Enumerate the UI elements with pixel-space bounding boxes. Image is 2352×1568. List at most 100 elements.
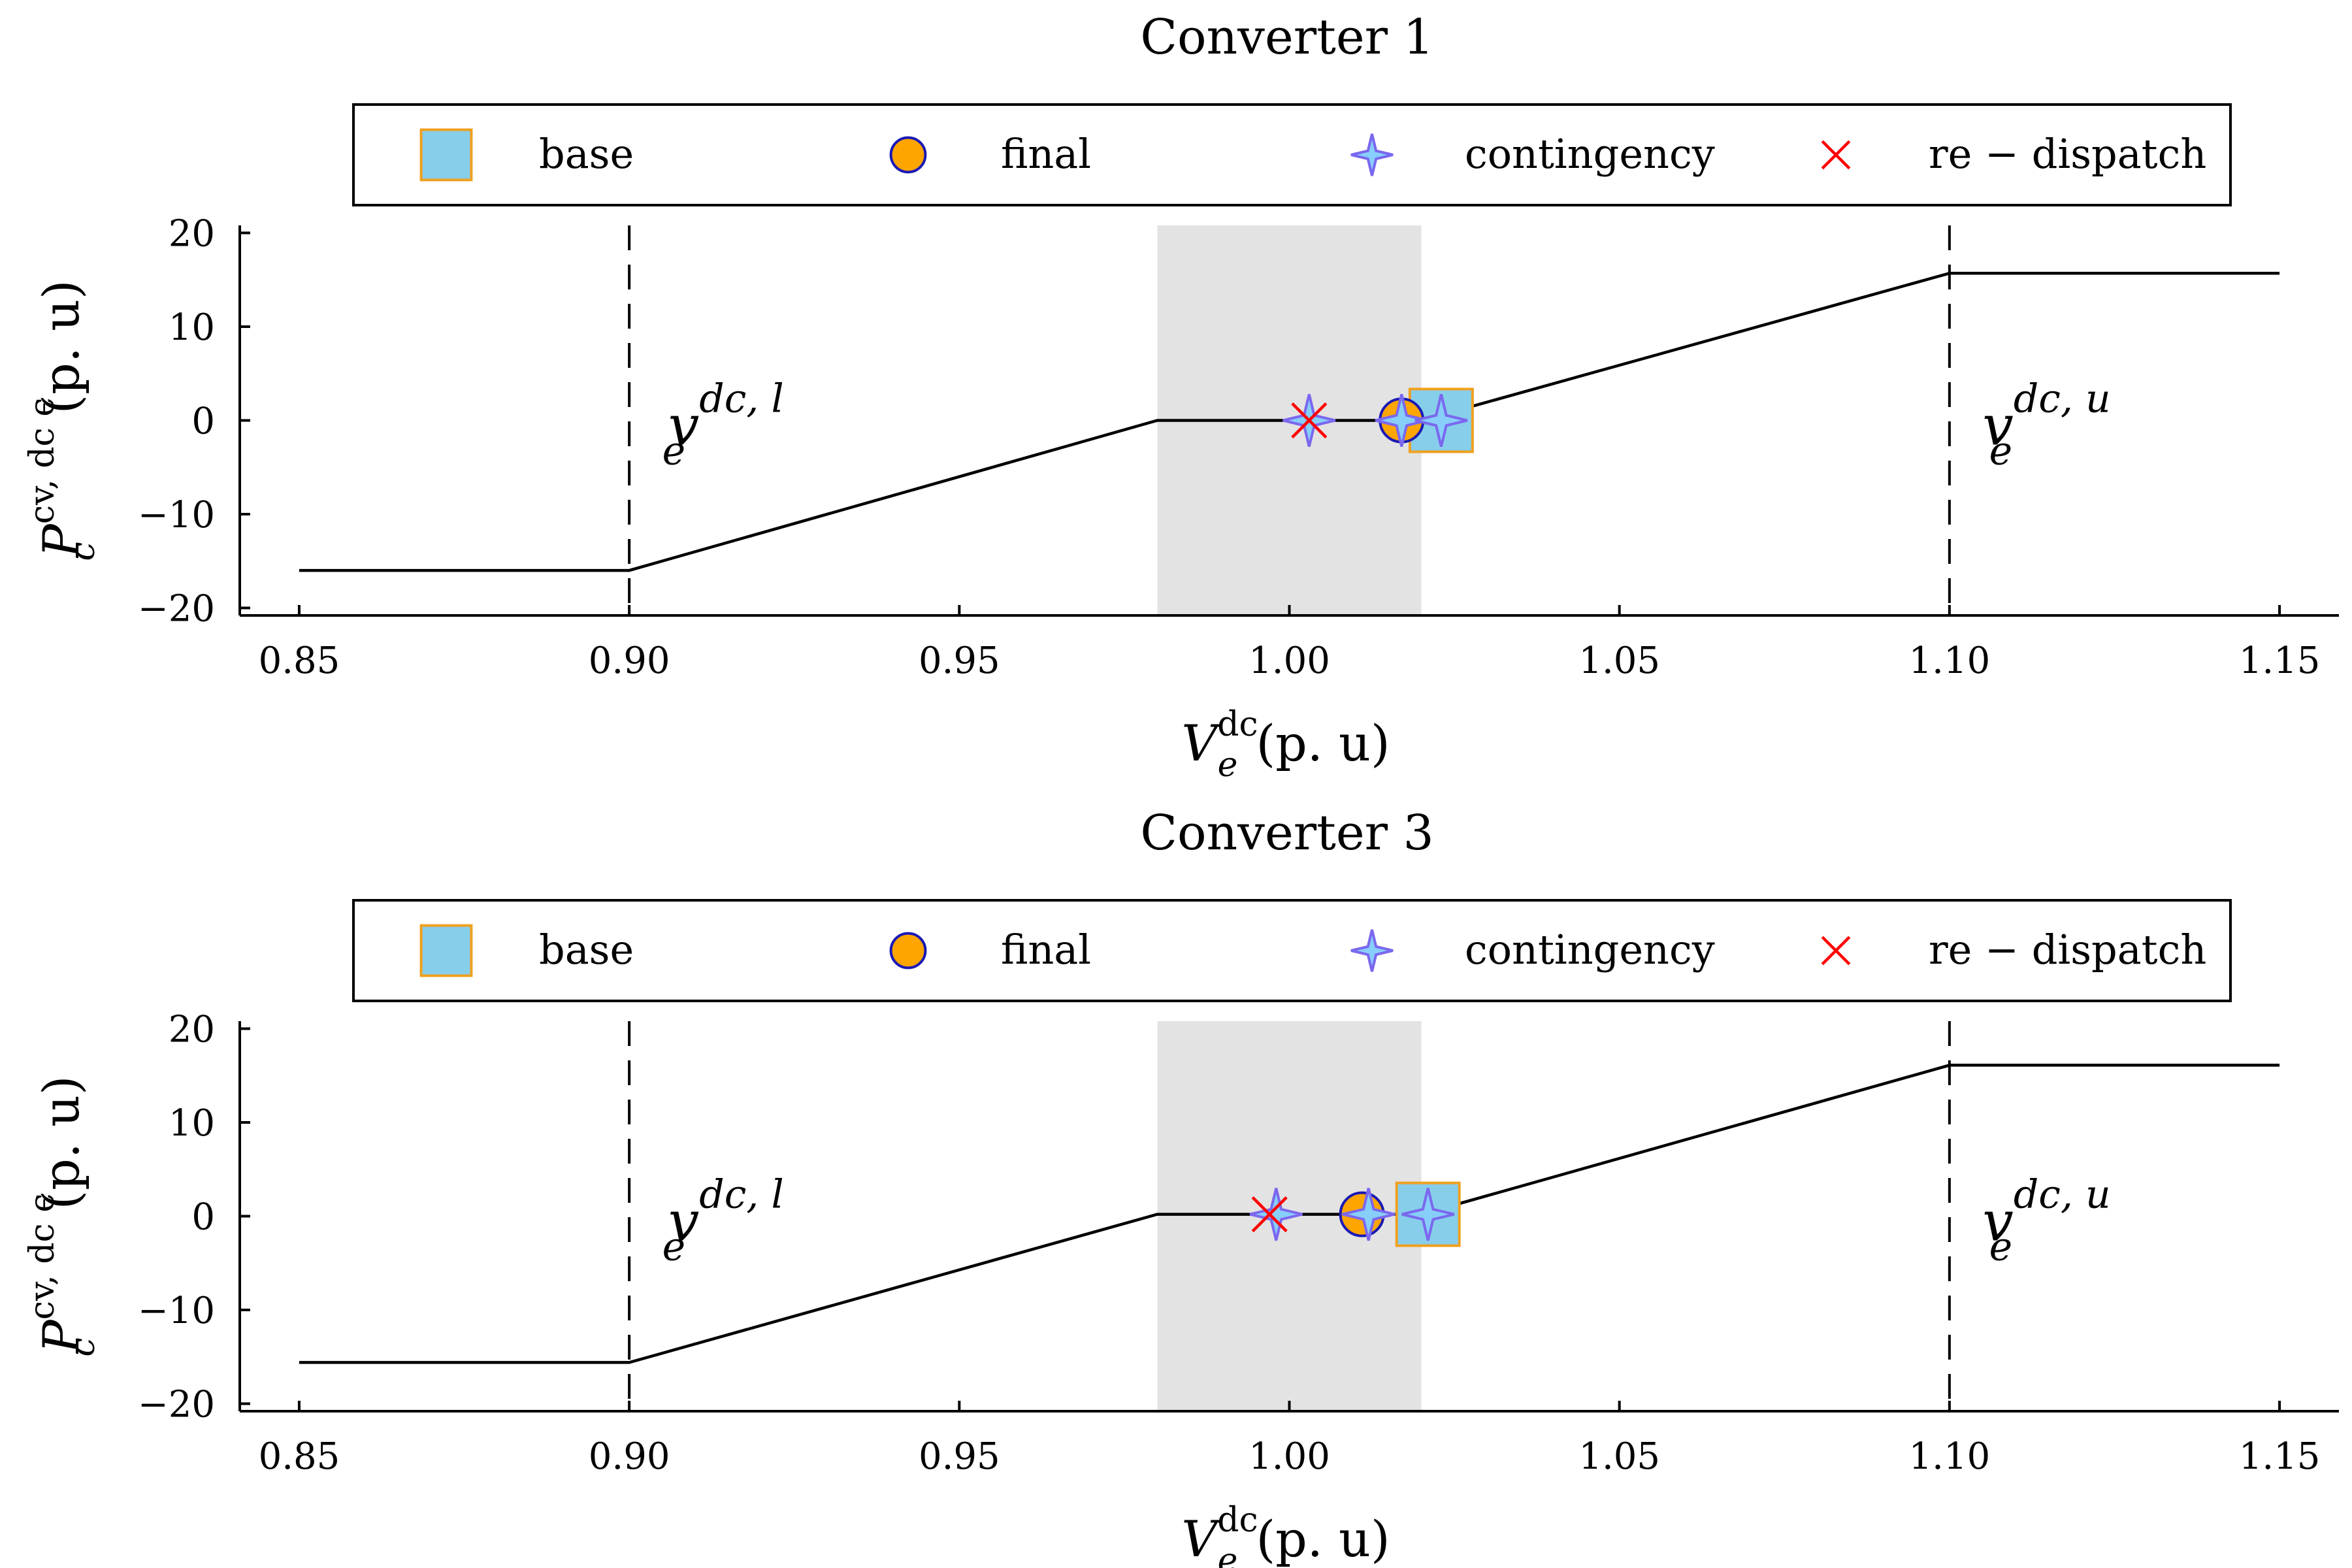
annotation-sub: e bbox=[1989, 429, 2013, 474]
legend-marker-contingency bbox=[1350, 133, 1394, 176]
x-axis-label-unit: (p. u) bbox=[1256, 714, 1390, 772]
annotation-main: v bbox=[1982, 1190, 2013, 1254]
point-contingency bbox=[1375, 394, 1428, 447]
annotation-sup: dc, l bbox=[699, 1172, 783, 1218]
legend-item-base: base bbox=[419, 924, 634, 977]
legend-item-contingency: contingency bbox=[1350, 130, 1715, 178]
annotation-sub: e bbox=[662, 429, 686, 474]
point-redispatch bbox=[1251, 1196, 1288, 1233]
chart-panel-2: Converter 3 base final contingency re − disp… bbox=[23, 805, 2339, 1568]
point-contingency bbox=[1249, 1188, 1303, 1241]
legend-label-base: base bbox=[539, 130, 634, 178]
legend: base final contingency re − dispatch bbox=[352, 899, 2232, 1002]
y-axis-label-sub: c bbox=[63, 542, 103, 561]
y-axis-label-sup: cv, dc ϵ bbox=[23, 1194, 62, 1320]
annotation-sub: e bbox=[1989, 1224, 2013, 1270]
legend-label-base: base bbox=[539, 926, 634, 973]
x-tick-label: 1.15 bbox=[2239, 1435, 2321, 1478]
x-tick-label: 0.95 bbox=[919, 640, 1000, 682]
legend-item-redispatch: re − dispatch bbox=[1821, 130, 2206, 178]
x-tick-label: 0.85 bbox=[259, 1435, 340, 1478]
y-axis-label-unit: (p. u) bbox=[32, 280, 90, 414]
annotation-1: vdc, l e bbox=[662, 1172, 784, 1270]
legend-marker-redispatch bbox=[1821, 140, 1851, 170]
y-axis-label-sup: cv, dc ϵ bbox=[23, 398, 62, 524]
legend-box bbox=[352, 103, 2232, 206]
legend-label-contingency: contingency bbox=[1465, 130, 1715, 178]
point-contingency bbox=[1342, 1188, 1396, 1241]
y-axis-label-unit: (p. u) bbox=[32, 1075, 90, 1209]
x-axis-label-main: V bbox=[1181, 714, 1222, 772]
legend-marker-final bbox=[889, 136, 927, 174]
legend-marker-final bbox=[889, 932, 927, 970]
legend-label-contingency: contingency bbox=[1465, 926, 1715, 973]
legend-marker-base bbox=[419, 128, 473, 182]
annotation-sup: dc, u bbox=[2014, 1172, 2111, 1218]
annotation-sup: dc, u bbox=[2014, 376, 2111, 422]
annotation-main: v bbox=[1982, 394, 2013, 458]
x-tick-label: 1.10 bbox=[1909, 640, 1991, 682]
x-axis-label-sup: dc bbox=[1217, 705, 1258, 744]
legend-item-final: final bbox=[889, 130, 1091, 178]
y-tick-label: 20 bbox=[169, 1008, 215, 1051]
x-axis-label: Vdc e (p. u) bbox=[1181, 1501, 1390, 1568]
annotation-sup: dc, l bbox=[699, 376, 783, 422]
y-axis-label: Pcv, dc ϵc (p. u) bbox=[23, 280, 103, 561]
legend-label-final: final bbox=[1001, 130, 1091, 178]
y-tick-label: −10 bbox=[138, 1290, 215, 1332]
y-tick-label: 10 bbox=[169, 1102, 215, 1145]
x-tick-label: 0.90 bbox=[589, 640, 670, 682]
x-tick-label: 1.05 bbox=[1578, 1435, 1660, 1478]
x-axis-label-sup: dc bbox=[1217, 1501, 1258, 1540]
legend-label-final: final bbox=[1001, 926, 1091, 973]
legend-item-base: base bbox=[419, 128, 634, 182]
legend-marker-base bbox=[419, 924, 473, 977]
x-tick-label: 1.00 bbox=[1249, 1435, 1330, 1478]
x-tick-label: 1.10 bbox=[1909, 1435, 1991, 1478]
y-axis-label-sub: c bbox=[63, 1338, 103, 1357]
x-axis-label-main: V bbox=[1181, 1510, 1222, 1568]
point-redispatch bbox=[1291, 402, 1328, 439]
x-axis-label-sub: e bbox=[1218, 1541, 1238, 1568]
x-tick-label: 0.95 bbox=[919, 1435, 1000, 1478]
legend-label-redispatch: re − dispatch bbox=[1929, 130, 2206, 178]
y-axis-label-main: P bbox=[32, 1318, 90, 1354]
legend: base final contingency re − dispatch bbox=[352, 103, 2232, 206]
x-tick-label: 1.15 bbox=[2239, 640, 2321, 682]
x-tick-label: 0.85 bbox=[259, 640, 340, 682]
annotation-main: v bbox=[668, 1190, 699, 1254]
chart-title: Converter 1 bbox=[1140, 9, 1433, 65]
x-tick-label: 0.90 bbox=[589, 1435, 670, 1478]
y-tick-label: 0 bbox=[191, 1196, 215, 1239]
y-axis-label-main: P bbox=[32, 523, 90, 559]
annotation-sub: e bbox=[662, 1224, 686, 1270]
y-tick-label: −20 bbox=[138, 588, 215, 630]
y-axis-label: Pcv, dc ϵc (p. u) bbox=[23, 1075, 103, 1356]
point-contingency bbox=[1414, 394, 1468, 447]
x-axis-label-sub: e bbox=[1218, 745, 1238, 785]
chart-panel-1: Converter 1 base final contingency re − disp… bbox=[23, 9, 2339, 785]
x-tick-label: 1.00 bbox=[1249, 640, 1330, 682]
point-contingency bbox=[1401, 1188, 1455, 1241]
legend-item-contingency: contingency bbox=[1350, 926, 1715, 973]
y-tick-label: 10 bbox=[169, 306, 215, 349]
legend-item-final: final bbox=[889, 926, 1091, 973]
y-tick-label: 0 bbox=[191, 400, 215, 443]
y-tick-label: −20 bbox=[138, 1384, 215, 1426]
annotation-1: vdc, l e bbox=[662, 376, 784, 474]
y-tick-label: −10 bbox=[138, 494, 215, 536]
chart-title: Converter 3 bbox=[1140, 805, 1433, 861]
x-tick-label: 1.05 bbox=[1578, 640, 1660, 682]
x-axis-label: Vdc e (p. u) bbox=[1181, 705, 1390, 785]
legend-marker-redispatch bbox=[1821, 936, 1851, 966]
y-tick-label: 20 bbox=[169, 212, 215, 255]
legend-box bbox=[352, 899, 2232, 1002]
legend-label-redispatch: re − dispatch bbox=[1929, 926, 2206, 973]
x-axis-label-unit: (p. u) bbox=[1256, 1510, 1390, 1568]
annotation-main: v bbox=[668, 394, 699, 458]
legend-marker-contingency bbox=[1350, 929, 1394, 972]
legend-item-redispatch: re − dispatch bbox=[1821, 926, 2206, 973]
